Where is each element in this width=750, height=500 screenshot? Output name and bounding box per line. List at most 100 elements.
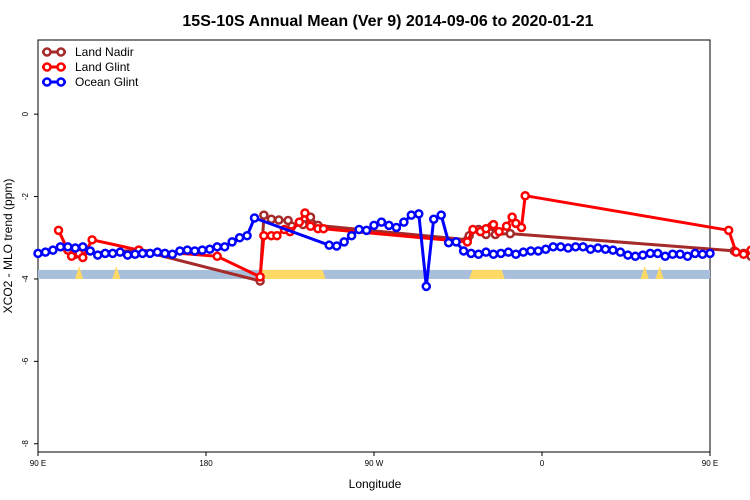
- data-point: [421, 281, 432, 292]
- data-point: [204, 244, 215, 255]
- series-layer: [33, 190, 750, 292]
- data-point: [160, 248, 170, 259]
- land-ocean-strip: [38, 265, 710, 279]
- y-tick-label: -6: [21, 357, 30, 365]
- data-point: [481, 247, 491, 257]
- data-point: [690, 248, 700, 259]
- land-island-0: [75, 265, 84, 279]
- data-point: [87, 235, 97, 245]
- data-point: [526, 246, 536, 256]
- x-tick-label: 90 W: [365, 459, 384, 468]
- data-point: [540, 244, 551, 255]
- data-point: [249, 213, 260, 223]
- data-point: [354, 224, 364, 235]
- legend-marker: [56, 77, 66, 87]
- data-point: [501, 221, 512, 231]
- data-point: [53, 225, 64, 236]
- data-point: [66, 251, 77, 262]
- land-island-2: [640, 265, 649, 279]
- data-point: [623, 250, 633, 260]
- data-point: [212, 251, 222, 262]
- data-point: [481, 223, 491, 234]
- series-1: [53, 190, 750, 282]
- data-point: [436, 210, 446, 220]
- data-point: [563, 243, 573, 253]
- data-point: [85, 246, 96, 256]
- data-point: [675, 249, 685, 259]
- y-axis: 0 -2 -4 -6 -8: [21, 111, 38, 447]
- data-point: [259, 210, 269, 220]
- data-point: [555, 242, 566, 252]
- data-point: [274, 215, 284, 225]
- data-point: [468, 224, 478, 235]
- data-point: [503, 247, 514, 257]
- data-point: [505, 228, 516, 239]
- data-point: [451, 237, 461, 247]
- data-point: [339, 237, 349, 247]
- data-point: [324, 240, 334, 250]
- data-point: [384, 220, 394, 231]
- data-point: [212, 242, 222, 252]
- data-point: [272, 230, 282, 241]
- data-point: [608, 245, 618, 255]
- data-point: [488, 219, 499, 230]
- legend-label: Land Glint: [75, 60, 130, 74]
- x-tick-label: 90 E: [702, 459, 718, 468]
- data-point: [518, 247, 529, 257]
- data-point: [305, 221, 316, 231]
- x-axis-label: Longitude: [349, 477, 402, 491]
- data-point: [361, 225, 372, 236]
- data-point: [705, 248, 715, 259]
- x-tick-label: 90 E: [30, 459, 46, 468]
- data-point: [520, 190, 530, 201]
- data-point: [667, 249, 678, 259]
- data-point: [33, 248, 43, 259]
- data-point: [488, 249, 499, 259]
- data-point: [593, 243, 603, 253]
- data-point: [570, 242, 581, 252]
- legend-item-1: Land Glint: [42, 60, 130, 74]
- data-point: [414, 209, 424, 219]
- data-point: [630, 251, 641, 262]
- y-axis-label: XCO2 - MLO trend (ppm): [1, 179, 15, 314]
- data-point: [369, 220, 379, 231]
- data-point: [682, 251, 693, 262]
- land-mass-1: [469, 269, 505, 279]
- data-point: [294, 217, 305, 227]
- legend-item-2: Ocean Glint: [42, 75, 139, 89]
- land-island-3: [655, 265, 664, 279]
- data-point: [406, 210, 417, 220]
- data-point: [227, 237, 237, 247]
- legend-marker: [42, 47, 52, 57]
- data-point: [462, 237, 473, 247]
- data-point: [428, 214, 439, 224]
- legend-item-0: Land Nadir: [42, 45, 134, 59]
- ocean-strip: [38, 269, 710, 279]
- data-point: [548, 242, 558, 252]
- data-point: [494, 226, 504, 237]
- data-point: [318, 223, 329, 234]
- data-point: [331, 241, 342, 251]
- data-point: [234, 233, 245, 243]
- x-tick-label: 180: [199, 459, 213, 468]
- y-tick-label: -2: [21, 192, 30, 200]
- legend-marker: [56, 62, 66, 72]
- data-point: [167, 249, 178, 259]
- data-point: [107, 248, 118, 259]
- data-point: [615, 247, 626, 257]
- data-point: [473, 249, 484, 259]
- data-point: [152, 247, 163, 257]
- data-point: [645, 248, 656, 259]
- data-point: [242, 230, 252, 241]
- data-point: [137, 248, 148, 259]
- data-point: [100, 248, 110, 259]
- data-point: [92, 250, 103, 260]
- data-point: [40, 247, 51, 257]
- data-point: [516, 222, 527, 233]
- data-point: [78, 242, 88, 252]
- x-axis: 90 E 180 90 W 0 90 E: [30, 452, 718, 468]
- data-point: [63, 242, 73, 252]
- data-point: [190, 246, 200, 256]
